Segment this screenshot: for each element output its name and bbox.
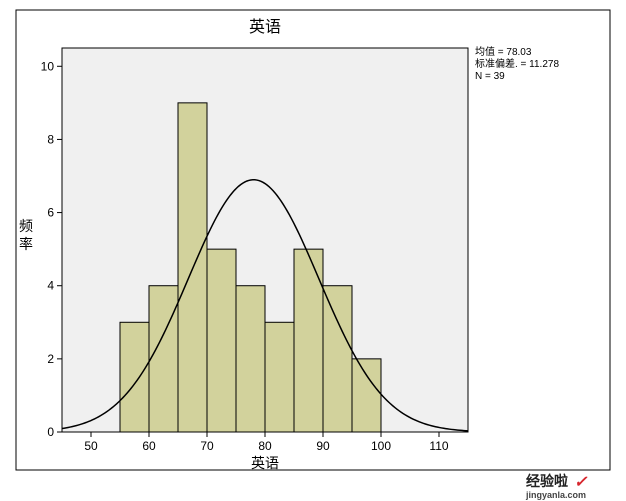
y-axis-label: 频 bbox=[19, 218, 33, 234]
histogram-bar bbox=[236, 286, 265, 432]
histogram-bar bbox=[207, 249, 236, 432]
y-tick-label: 6 bbox=[47, 206, 54, 220]
y-tick-label: 4 bbox=[47, 279, 54, 293]
stats-text: N = 39 bbox=[475, 71, 505, 82]
x-tick-label: 60 bbox=[142, 439, 156, 453]
histogram-bar bbox=[352, 359, 381, 432]
histogram-bar bbox=[149, 286, 178, 432]
chart-title: 英语 bbox=[249, 18, 281, 36]
histogram-bar bbox=[323, 286, 352, 432]
stats-text: 均值 = 78.03 bbox=[475, 45, 532, 58]
y-tick-label: 10 bbox=[41, 59, 55, 73]
chart-container: { "chart": { "type": "histogram_with_cur… bbox=[0, 0, 626, 501]
x-tick-label: 70 bbox=[200, 439, 214, 453]
x-tick-label: 110 bbox=[429, 439, 448, 453]
histogram-chart: 英语50607080901001100246810英语频率均值 = 78.03标… bbox=[0, 0, 626, 501]
x-tick-label: 80 bbox=[258, 439, 272, 453]
watermark-url: jingyanla.com bbox=[525, 490, 586, 500]
y-tick-label: 8 bbox=[47, 132, 54, 146]
x-tick-label: 100 bbox=[371, 439, 391, 453]
check-icon: ✓ bbox=[574, 474, 588, 491]
histogram-bar bbox=[120, 322, 149, 432]
y-axis-label: 率 bbox=[19, 236, 33, 252]
x-axis-label: 英语 bbox=[251, 455, 279, 471]
y-tick-label: 2 bbox=[47, 352, 54, 366]
y-tick-label: 0 bbox=[47, 425, 54, 439]
histogram-bar bbox=[265, 322, 294, 432]
x-tick-label: 90 bbox=[316, 439, 330, 453]
x-tick-label: 50 bbox=[84, 439, 98, 453]
stats-text: 标准偏差. = 11.278 bbox=[475, 57, 559, 70]
watermark-text: 经验啦 bbox=[526, 473, 568, 489]
